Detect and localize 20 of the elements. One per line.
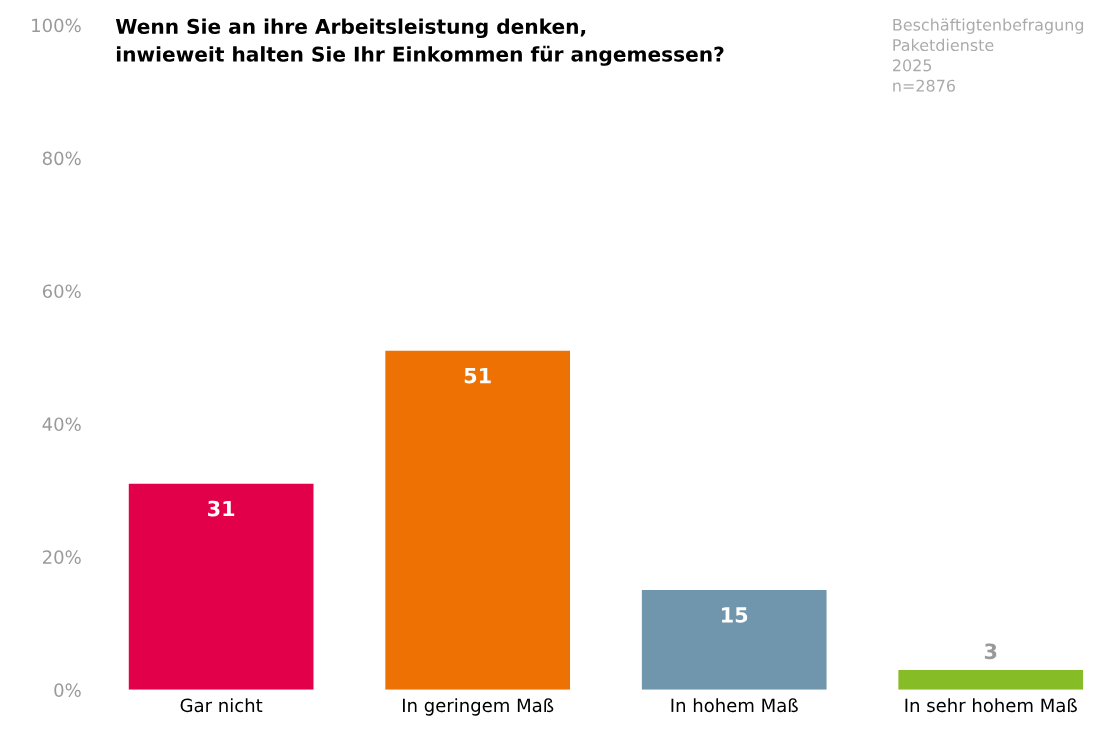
y-tick-label: 20% xyxy=(42,550,81,564)
bar xyxy=(898,669,1084,690)
y-tick-label: 60% xyxy=(42,284,81,299)
chart-title: Wenn Sie an ihre Arbeitsleistung denken, inwieweit halten Sie Ihr Einkommen für angemessen? xyxy=(115,18,724,66)
bar xyxy=(641,590,827,690)
data-label: 3 xyxy=(984,643,997,660)
x-tick-label: In geringem Maß xyxy=(403,698,554,716)
x-tick-label: Gar nicht xyxy=(180,698,263,713)
data-label: 51 xyxy=(464,367,491,384)
bar xyxy=(385,350,571,690)
y-tick-label: 80% xyxy=(42,151,81,166)
y-tick-label: 100% xyxy=(32,18,81,33)
x-tick-label: In sehr hohem Maß xyxy=(905,698,1077,713)
annotation: Beschäftigtenbefragung Paketdienste 2025 n=2876 xyxy=(893,18,1084,92)
data-label: 31 xyxy=(208,500,235,517)
y-tick-label: 40% xyxy=(42,417,81,432)
data-label: 15 xyxy=(722,607,748,623)
bar xyxy=(128,483,314,690)
y-tick-label: 0% xyxy=(54,683,81,697)
x-tick-label: In hohem Maß xyxy=(671,698,798,713)
